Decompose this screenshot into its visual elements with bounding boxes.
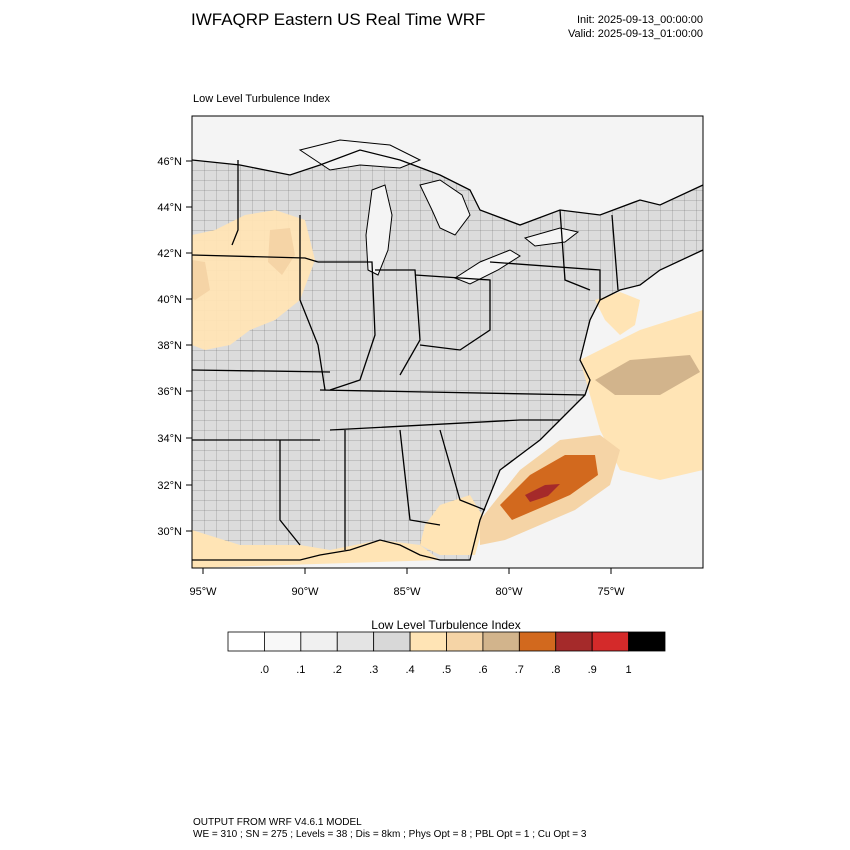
colorbar-label: .1: [296, 664, 306, 676]
lon-tick-label: 75°W: [597, 586, 625, 598]
colorbar-swatch: [555, 631, 593, 652]
colorbar-title: Low Level Turbulence Index: [371, 618, 521, 632]
latitude-axis: 46°N 44°N 42°N 40°N 38°N 36°N 34°N 32°N …: [157, 156, 192, 538]
map-panel: [192, 116, 703, 568]
lake-michigan: [365, 184, 393, 276]
footer-model-info: OUTPUT FROM WRF V4.6.1 MODEL: [193, 817, 362, 828]
colorbar-label: .7: [514, 664, 524, 676]
colorbar-label: 1: [625, 664, 632, 676]
turbulence-region-west-edge: [192, 260, 210, 300]
colorbar-label: .3: [369, 664, 379, 676]
turbulence-region-nj-coast: [595, 292, 640, 335]
footer-run-config: WE = 310 ; SN = 275 ; Levels = 38 ; Dis …: [193, 829, 587, 840]
colorbar-label: .6: [478, 664, 488, 676]
map-frame: [191, 115, 704, 569]
valid-time: Valid: 2025-09-13_01:00:00: [568, 28, 703, 40]
colorbar-swatch: [409, 631, 447, 652]
lat-tick-label: 38°N: [157, 340, 182, 352]
init-time: Init: 2025-09-13_00:00:00: [577, 14, 703, 26]
lat-tick-label: 36°N: [157, 386, 182, 398]
colorbar-swatch: [518, 631, 557, 652]
colorbar-swatch: [336, 631, 375, 652]
lake-huron: [419, 179, 471, 236]
lon-tick-label: 80°W: [495, 586, 523, 598]
colorbar-label: .5: [441, 664, 452, 676]
colorbar-swatch: [446, 631, 484, 652]
lat-tick-label: 30°N: [157, 526, 182, 538]
colorbar-label: .9: [587, 664, 597, 676]
colorbar-swatch: [300, 631, 338, 652]
turbulence-region-gulf-coast: [192, 530, 440, 568]
county-boundaries: [192, 150, 703, 560]
turbulence-region-georgia: [420, 495, 485, 555]
colorbar-label: .2: [332, 664, 342, 676]
lon-tick-label: 85°W: [393, 586, 421, 598]
lat-tick-label: 40°N: [157, 294, 182, 306]
state-boundaries: [192, 149, 703, 550]
lat-tick-label: 32°N: [157, 480, 182, 492]
colorbar-label: .0: [259, 664, 269, 676]
colorbar-swatch: [591, 631, 629, 652]
turbulence-region-carolina-peak: [525, 484, 560, 502]
lat-tick-label: 46°N: [157, 156, 182, 168]
lat-tick-label: 44°N: [157, 202, 182, 214]
colorbar-swatch: [628, 631, 666, 652]
coastline: [192, 249, 703, 561]
lake-ontario: [523, 227, 580, 247]
colorbar-swatch: [482, 631, 520, 652]
lon-tick-label: 90°W: [291, 586, 319, 598]
lake-erie: [453, 249, 521, 285]
colorbar-swatch: [373, 631, 411, 652]
map-subtitle: Low Level Turbulence Index: [193, 93, 330, 105]
colorbar-swatch: [227, 631, 265, 652]
turbulence-region-atlantic-core: [595, 355, 700, 395]
longitude-axis: 95°W 90°W 85°W 80°W 75°W: [189, 568, 625, 598]
turbulence-region-iowa-peak: [268, 228, 295, 275]
colorbar: [227, 631, 666, 652]
lat-tick-label: 34°N: [157, 433, 182, 445]
colorbar-swatch: [264, 631, 302, 652]
main-title: IWFAQRP Eastern US Real Time WRF: [191, 10, 486, 29]
lon-tick-label: 95°W: [189, 586, 217, 598]
colorbar-label: .4: [405, 664, 415, 676]
canada-land: [192, 116, 703, 225]
colorbar-label: .8: [551, 664, 561, 676]
lat-tick-label: 42°N: [157, 248, 182, 260]
